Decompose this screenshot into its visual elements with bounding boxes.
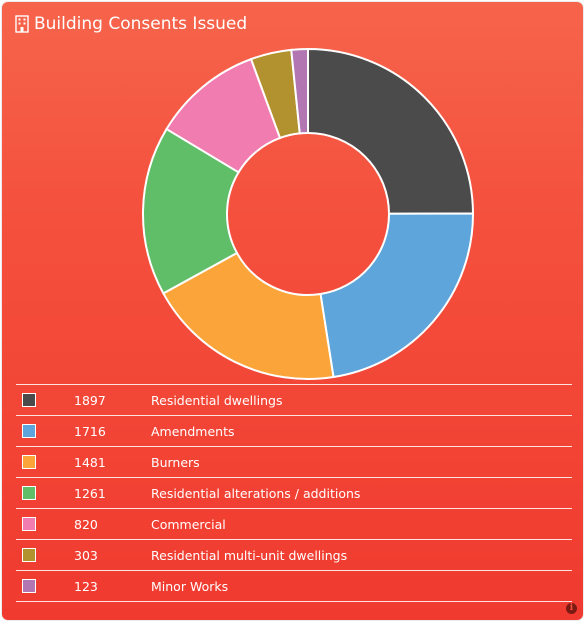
legend-row[interactable]: 1261 Residential alterations / additions [16,477,572,508]
legend-row[interactable]: 1481 Burners [16,446,572,477]
widget-header: Building Consents Issued [15,12,247,36]
legend-row[interactable]: 1897 Residential dwellings [16,384,572,415]
legend-value: 1481 [74,455,106,470]
legend-row[interactable]: 123 Minor Works [16,570,572,602]
legend-value: 1897 [74,393,106,408]
legend-label: Commercial [151,517,226,532]
legend-label: Residential dwellings [151,393,283,408]
legend-row[interactable]: 820 Commercial [16,508,572,539]
legend-swatch [22,393,36,407]
chart-legend: 1897 Residential dwellings 1716 Amendments 1… [16,384,572,602]
donut-slice-7[interactable] [290,47,309,135]
donut-slice-3[interactable] [161,251,335,380]
legend-value: 1261 [74,486,106,501]
legend-label: Burners [151,455,200,470]
donut-chart [142,47,475,380]
widget-title: Building Consents Issued [34,14,248,34]
legend-value: 1716 [74,424,106,439]
legend-value: 820 [74,517,98,532]
legend-label: Minor Works [151,579,229,594]
info-icon[interactable]: i [566,603,577,614]
legend-row[interactable]: 303 Residential multi-unit dwellings [16,539,572,570]
legend-swatch [22,424,36,438]
donut-slice-4[interactable] [142,127,240,295]
legend-swatch [22,486,36,500]
legend-value: 123 [74,579,98,594]
legend-swatch [22,517,36,531]
legend-row[interactable]: 1716 Amendments [16,415,572,446]
legend-swatch [22,455,36,469]
legend-swatch [22,548,36,562]
legend-value: 303 [74,548,98,563]
legend-label: Amendments [151,424,235,439]
legend-label: Residential multi-unit dwellings [151,548,348,563]
donut-slice-1[interactable] [307,47,475,215]
legend-label: Residential alterations / additions [151,486,361,501]
building-icon [15,15,29,33]
legend-swatch [22,579,36,593]
donut-slice-2[interactable] [319,212,474,379]
